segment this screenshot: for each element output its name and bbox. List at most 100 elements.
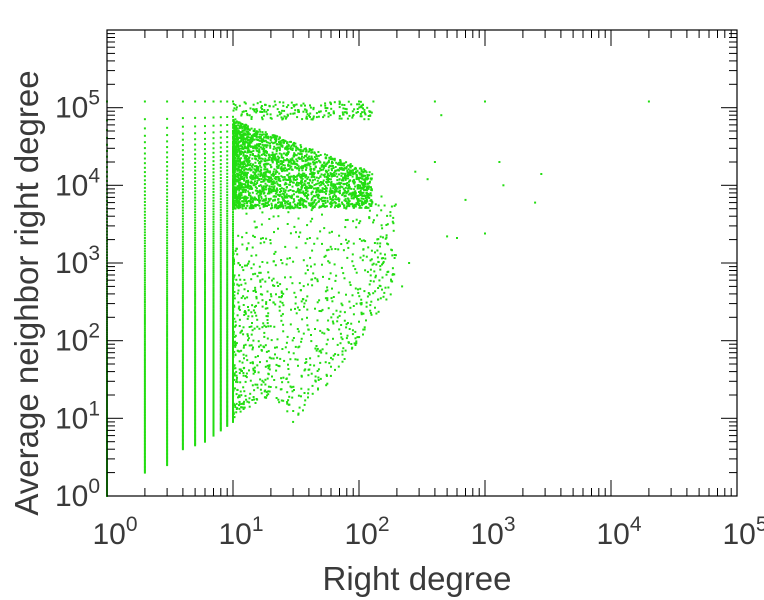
tail-point bbox=[373, 242, 376, 244]
cloud-point bbox=[266, 202, 269, 205]
column-point bbox=[232, 390, 234, 393]
column-point bbox=[204, 312, 206, 314]
cloud-point bbox=[355, 170, 357, 173]
tail-point bbox=[232, 394, 235, 397]
tail-point bbox=[339, 342, 342, 345]
cloud-point bbox=[265, 136, 268, 139]
tail-point bbox=[291, 390, 294, 393]
cloud-point bbox=[289, 148, 292, 151]
column-point bbox=[166, 358, 169, 361]
cloud-point bbox=[281, 170, 283, 173]
tail-point bbox=[368, 209, 371, 212]
tail-point bbox=[302, 409, 304, 412]
tail-point bbox=[352, 264, 355, 267]
column-point bbox=[226, 262, 229, 265]
column-point bbox=[212, 384, 215, 387]
cloud-point bbox=[238, 197, 241, 200]
tail-point bbox=[331, 230, 333, 233]
column-point bbox=[143, 468, 146, 471]
cloud-point bbox=[345, 167, 348, 170]
tail-point bbox=[317, 376, 320, 379]
column-point bbox=[181, 395, 184, 398]
tail-point bbox=[235, 408, 238, 410]
column-point bbox=[204, 183, 206, 185]
column-point bbox=[143, 383, 146, 386]
cloud-point bbox=[344, 198, 347, 201]
cloud-point bbox=[347, 177, 350, 180]
tail-point bbox=[325, 373, 328, 376]
column-point bbox=[181, 344, 184, 347]
cloud-point bbox=[278, 136, 281, 139]
cloud-point bbox=[309, 204, 312, 207]
cloud-point bbox=[339, 205, 341, 208]
cloud-point bbox=[309, 169, 312, 172]
tail-point bbox=[286, 335, 289, 338]
cloud-point bbox=[245, 137, 248, 140]
cloud-point bbox=[280, 205, 283, 207]
column-point bbox=[219, 405, 222, 408]
tail-point bbox=[297, 217, 300, 220]
cloud-point bbox=[236, 198, 239, 201]
cloud-point bbox=[246, 147, 249, 150]
tail-point bbox=[303, 199, 306, 202]
column-point bbox=[143, 424, 146, 427]
tail-point bbox=[254, 272, 257, 275]
cloud-point bbox=[308, 184, 311, 187]
cloud-point bbox=[248, 136, 251, 139]
cloud-point bbox=[276, 146, 279, 149]
cloud-point bbox=[333, 188, 336, 191]
column-point bbox=[212, 408, 215, 411]
tail-point bbox=[233, 297, 236, 300]
column-point bbox=[204, 244, 206, 247]
cloud-point bbox=[355, 174, 358, 177]
column-point bbox=[194, 276, 197, 279]
cloud-point bbox=[274, 140, 277, 143]
tail-point bbox=[326, 249, 329, 252]
cloud-point bbox=[322, 179, 325, 182]
cloud-point bbox=[312, 163, 315, 166]
column-point bbox=[232, 314, 234, 317]
cloud-point bbox=[296, 203, 299, 206]
tail-point bbox=[232, 252, 235, 255]
tail-point bbox=[241, 361, 244, 364]
tail-point bbox=[264, 280, 267, 283]
column-point bbox=[232, 208, 234, 211]
cloud-point bbox=[293, 193, 295, 196]
cloud-point bbox=[283, 164, 286, 167]
cloud-point bbox=[333, 159, 336, 162]
cloud-point bbox=[285, 186, 288, 189]
column-point bbox=[166, 223, 169, 226]
column-point bbox=[226, 398, 229, 401]
cloud-point bbox=[232, 120, 235, 123]
cloud-point bbox=[254, 186, 257, 189]
column-point bbox=[143, 216, 146, 219]
column-point bbox=[181, 284, 184, 287]
tail-point bbox=[377, 204, 380, 207]
cloud-point bbox=[263, 164, 266, 166]
tail-point bbox=[351, 260, 354, 263]
tail-point bbox=[287, 211, 290, 214]
cloud-point bbox=[311, 205, 314, 208]
column-point bbox=[181, 247, 184, 250]
cloud-point bbox=[270, 179, 272, 182]
cloud-point bbox=[318, 181, 321, 184]
tail-point bbox=[382, 236, 384, 239]
column-point bbox=[212, 142, 215, 145]
cloud-point bbox=[276, 160, 279, 163]
column-point bbox=[181, 374, 184, 377]
cloud-point bbox=[255, 198, 257, 200]
cloud-point bbox=[341, 178, 344, 181]
cloud-point bbox=[338, 169, 340, 172]
cloud-point bbox=[350, 192, 353, 195]
column-point bbox=[212, 420, 215, 423]
cloud-point bbox=[358, 191, 360, 193]
cloud-point bbox=[255, 183, 258, 186]
cloud-point bbox=[255, 192, 258, 195]
tail-point bbox=[250, 267, 253, 270]
column-point bbox=[226, 298, 229, 301]
column-point bbox=[143, 340, 146, 343]
cloud-point bbox=[307, 150, 310, 153]
cloud-point bbox=[359, 177, 362, 180]
cloud-point bbox=[289, 166, 292, 169]
column-point bbox=[212, 360, 215, 363]
